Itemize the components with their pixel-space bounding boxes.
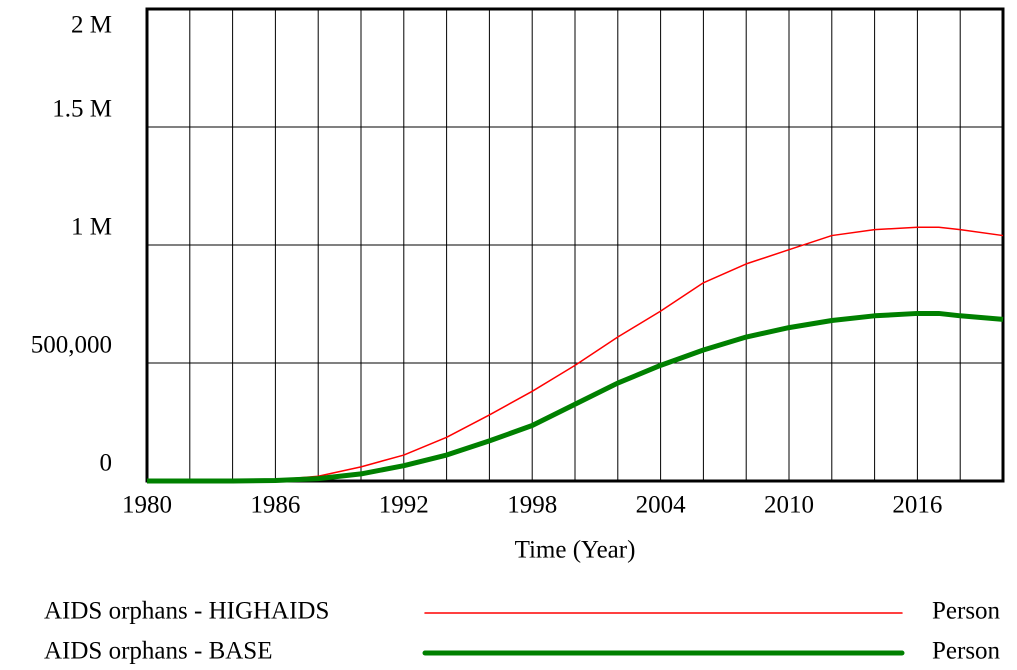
legend-unit: Person [932,638,1001,665]
y-tick-label: 500,000 [31,332,112,359]
y-tick-label: 2 M [71,12,112,39]
y-tick-label: 0 [100,450,113,477]
x-tick-label: 2016 [892,492,942,519]
x-tick-label: 1986 [250,492,300,519]
x-tick-label: 1980 [122,492,172,519]
x-tick-label: 2004 [636,492,687,519]
x-axis-label: Time (Year) [515,537,636,564]
legend-label: AIDS orphans - BASE [44,638,272,665]
x-tick-label: 1992 [379,492,429,519]
y-tick-label: 1.5 M [52,96,112,123]
plot-frame [145,7,1005,483]
x-tick-label: 1998 [507,492,557,519]
x-tick-label: 2010 [764,492,814,519]
legend-label: AIDS orphans - HIGHAIDS [44,598,329,625]
legend-unit: Person [932,598,1001,625]
series-line [147,310,1004,484]
y-tick-label: 1 M [71,214,112,241]
